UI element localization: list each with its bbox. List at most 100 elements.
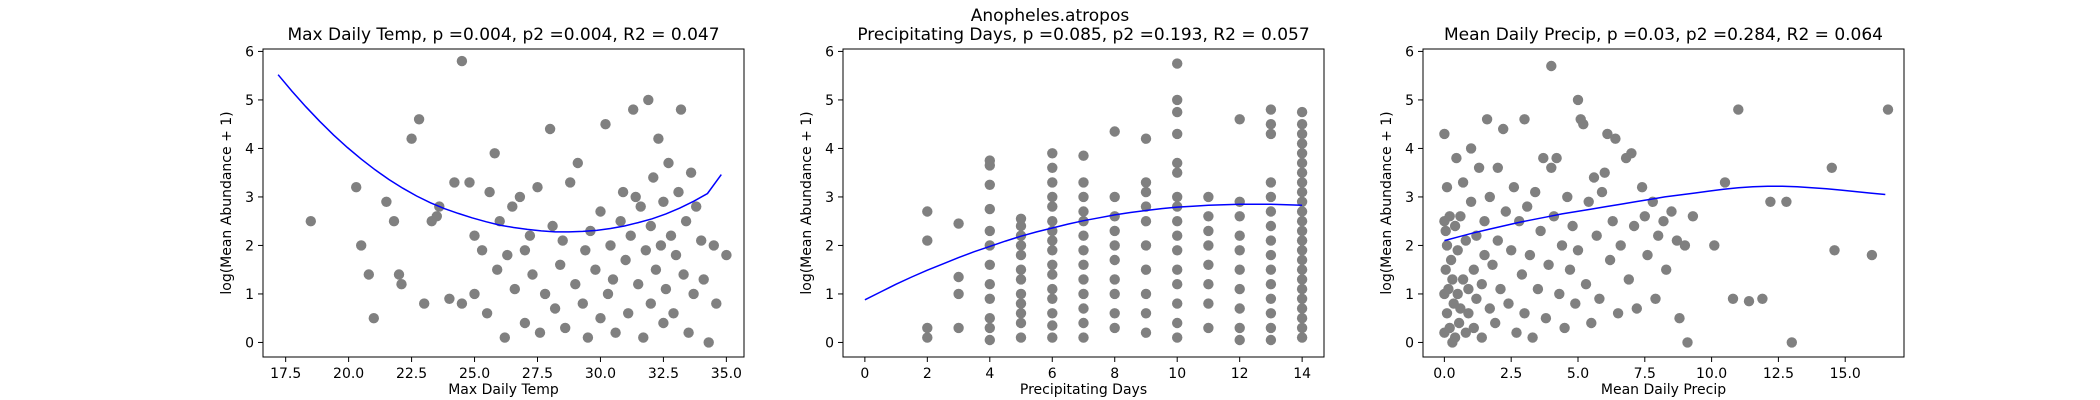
- data-point: [645, 298, 656, 309]
- data-point: [1015, 213, 1027, 224]
- data-point: [519, 317, 531, 329]
- data-point: [1457, 274, 1469, 285]
- data-point: [1047, 191, 1058, 203]
- data-point: [1572, 94, 1584, 106]
- data-point: [1296, 177, 1308, 188]
- data-point: [1296, 245, 1308, 256]
- data-point: [1460, 327, 1472, 338]
- subplot-title: Mean Daily Precip, p =0.03, p2 =0.284, R…: [1444, 25, 1883, 45]
- data-point: [984, 334, 995, 346]
- data-point: [1463, 308, 1474, 319]
- data-point: [1265, 128, 1277, 140]
- data-point: [570, 279, 581, 290]
- data-point: [615, 216, 626, 227]
- data-point: [670, 249, 682, 261]
- data-point: [1449, 220, 1461, 232]
- data-point: [1612, 308, 1624, 319]
- x-tick-label: 12.5: [1763, 366, 1794, 382]
- data-point: [1514, 216, 1525, 227]
- data-point: [1599, 167, 1610, 178]
- subplot-title: Max Daily Temp, p =0.004, p2 =0.004, R2 …: [287, 25, 719, 45]
- data-point: [1203, 298, 1214, 309]
- data-point: [363, 269, 374, 280]
- x-axis-label: Mean Daily Precip: [1601, 382, 1726, 398]
- data-point: [1296, 264, 1308, 275]
- data-point: [1172, 279, 1183, 290]
- data-point: [1572, 245, 1584, 256]
- data-point: [617, 186, 629, 198]
- data-point: [456, 298, 468, 309]
- data-point: [1047, 235, 1058, 246]
- data-point: [1265, 293, 1277, 304]
- data-point: [305, 216, 316, 227]
- data-point: [481, 308, 493, 319]
- data-point: [1594, 293, 1605, 304]
- data-point: [1015, 308, 1027, 319]
- data-point: [1443, 283, 1454, 295]
- data-point: [984, 203, 995, 215]
- data-point: [610, 327, 621, 338]
- data-point: [1296, 167, 1308, 178]
- data-point: [1078, 191, 1089, 203]
- data-point: [1484, 191, 1496, 203]
- data-point: [1078, 317, 1089, 329]
- data-point: [1203, 279, 1214, 290]
- data-point: [1203, 191, 1214, 203]
- data-point: [1551, 152, 1562, 164]
- data-point: [1564, 264, 1576, 275]
- data-point: [1203, 259, 1214, 270]
- data-point: [1440, 225, 1451, 237]
- data-point: [655, 240, 667, 251]
- data-point: [1265, 119, 1277, 130]
- data-point: [1234, 303, 1245, 314]
- data-point: [1642, 249, 1653, 261]
- data-point: [696, 235, 707, 246]
- data-point: [650, 264, 662, 275]
- data-point: [1562, 191, 1573, 203]
- data-point: [1265, 308, 1277, 319]
- data-point: [673, 186, 684, 198]
- data-point: [1757, 293, 1768, 304]
- data-point: [1234, 245, 1245, 256]
- data-point: [607, 274, 619, 285]
- x-axis-label: Precipitating Days: [1020, 382, 1147, 398]
- data-point: [580, 245, 591, 256]
- data-point: [635, 201, 646, 212]
- data-point: [630, 191, 641, 203]
- data-point: [393, 269, 405, 280]
- data-point: [1296, 283, 1308, 295]
- data-point: [1727, 293, 1739, 304]
- data-point: [1203, 240, 1214, 251]
- x-tick-label: 0.0: [1433, 366, 1455, 382]
- data-point: [1296, 303, 1308, 314]
- data-point: [1447, 274, 1458, 285]
- data-point: [1511, 327, 1522, 338]
- data-point: [1452, 245, 1463, 256]
- data-point: [1047, 269, 1058, 280]
- data-point: [984, 322, 995, 334]
- data-point: [509, 283, 520, 295]
- data-point: [984, 279, 995, 290]
- data-point: [1203, 211, 1214, 222]
- data-point: [1047, 332, 1058, 343]
- data-point: [698, 274, 709, 285]
- data-point: [1140, 216, 1152, 227]
- data-point: [1479, 216, 1490, 227]
- data-point: [1465, 196, 1477, 207]
- x-tick-label: 10: [1168, 366, 1186, 382]
- data-point: [368, 313, 379, 324]
- data-point: [1172, 94, 1183, 106]
- data-point: [484, 186, 495, 198]
- data-point: [680, 216, 692, 227]
- fit-curve: [864, 203, 1303, 301]
- data-point: [431, 211, 442, 222]
- data-point: [406, 133, 417, 144]
- data-point: [489, 148, 500, 159]
- data-point: [1265, 104, 1277, 115]
- data-point: [658, 317, 669, 329]
- data-point: [1623, 274, 1635, 285]
- data-point: [1546, 60, 1557, 72]
- x-tick-label: 4: [985, 366, 994, 382]
- y-axis-label: log(Mean Abundance + 1): [799, 111, 815, 294]
- data-point: [1468, 264, 1480, 275]
